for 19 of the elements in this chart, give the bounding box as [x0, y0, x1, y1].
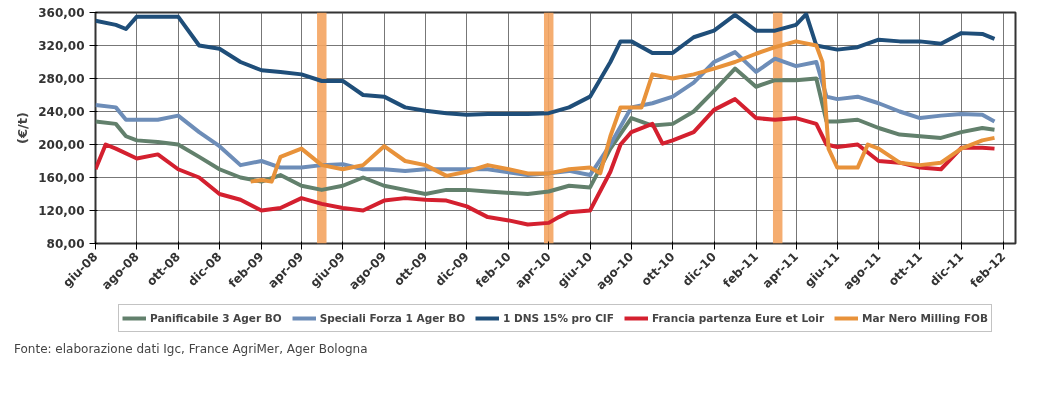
legend-label: Francia partenza Eure et Loir: [651, 312, 825, 324]
line-series: [248, 39, 997, 184]
y-tick-label: 280,00: [38, 72, 85, 86]
line-series: [95, 97, 997, 227]
y-tick-label: 160,00: [38, 171, 85, 185]
y-tick-label: 240,00: [38, 105, 85, 119]
line-series: [95, 12, 997, 117]
legend-label: Panificabile 3 Ager BO: [150, 312, 282, 324]
line-series: [95, 66, 997, 196]
y-tick-label: 80,00: [46, 237, 85, 251]
source-note: Fonte: elaborazione dati Igc, France AgriMer, Ager Bologna: [14, 341, 368, 358]
y-tick-label: 360,00: [38, 6, 85, 20]
y-tick-label: 120,00: [38, 204, 85, 218]
legend-label: Mar Nero Milling FOB: [862, 312, 988, 324]
y-axis-title: (€/t): [15, 112, 31, 144]
y-tick-label: 200,00: [38, 138, 85, 152]
legend-label: 1 DNS 15% pro CIF: [503, 312, 614, 324]
y-tick-label: 320,00: [38, 39, 85, 53]
legend-label: Speciali Forza 1 Ager BO: [319, 312, 466, 324]
